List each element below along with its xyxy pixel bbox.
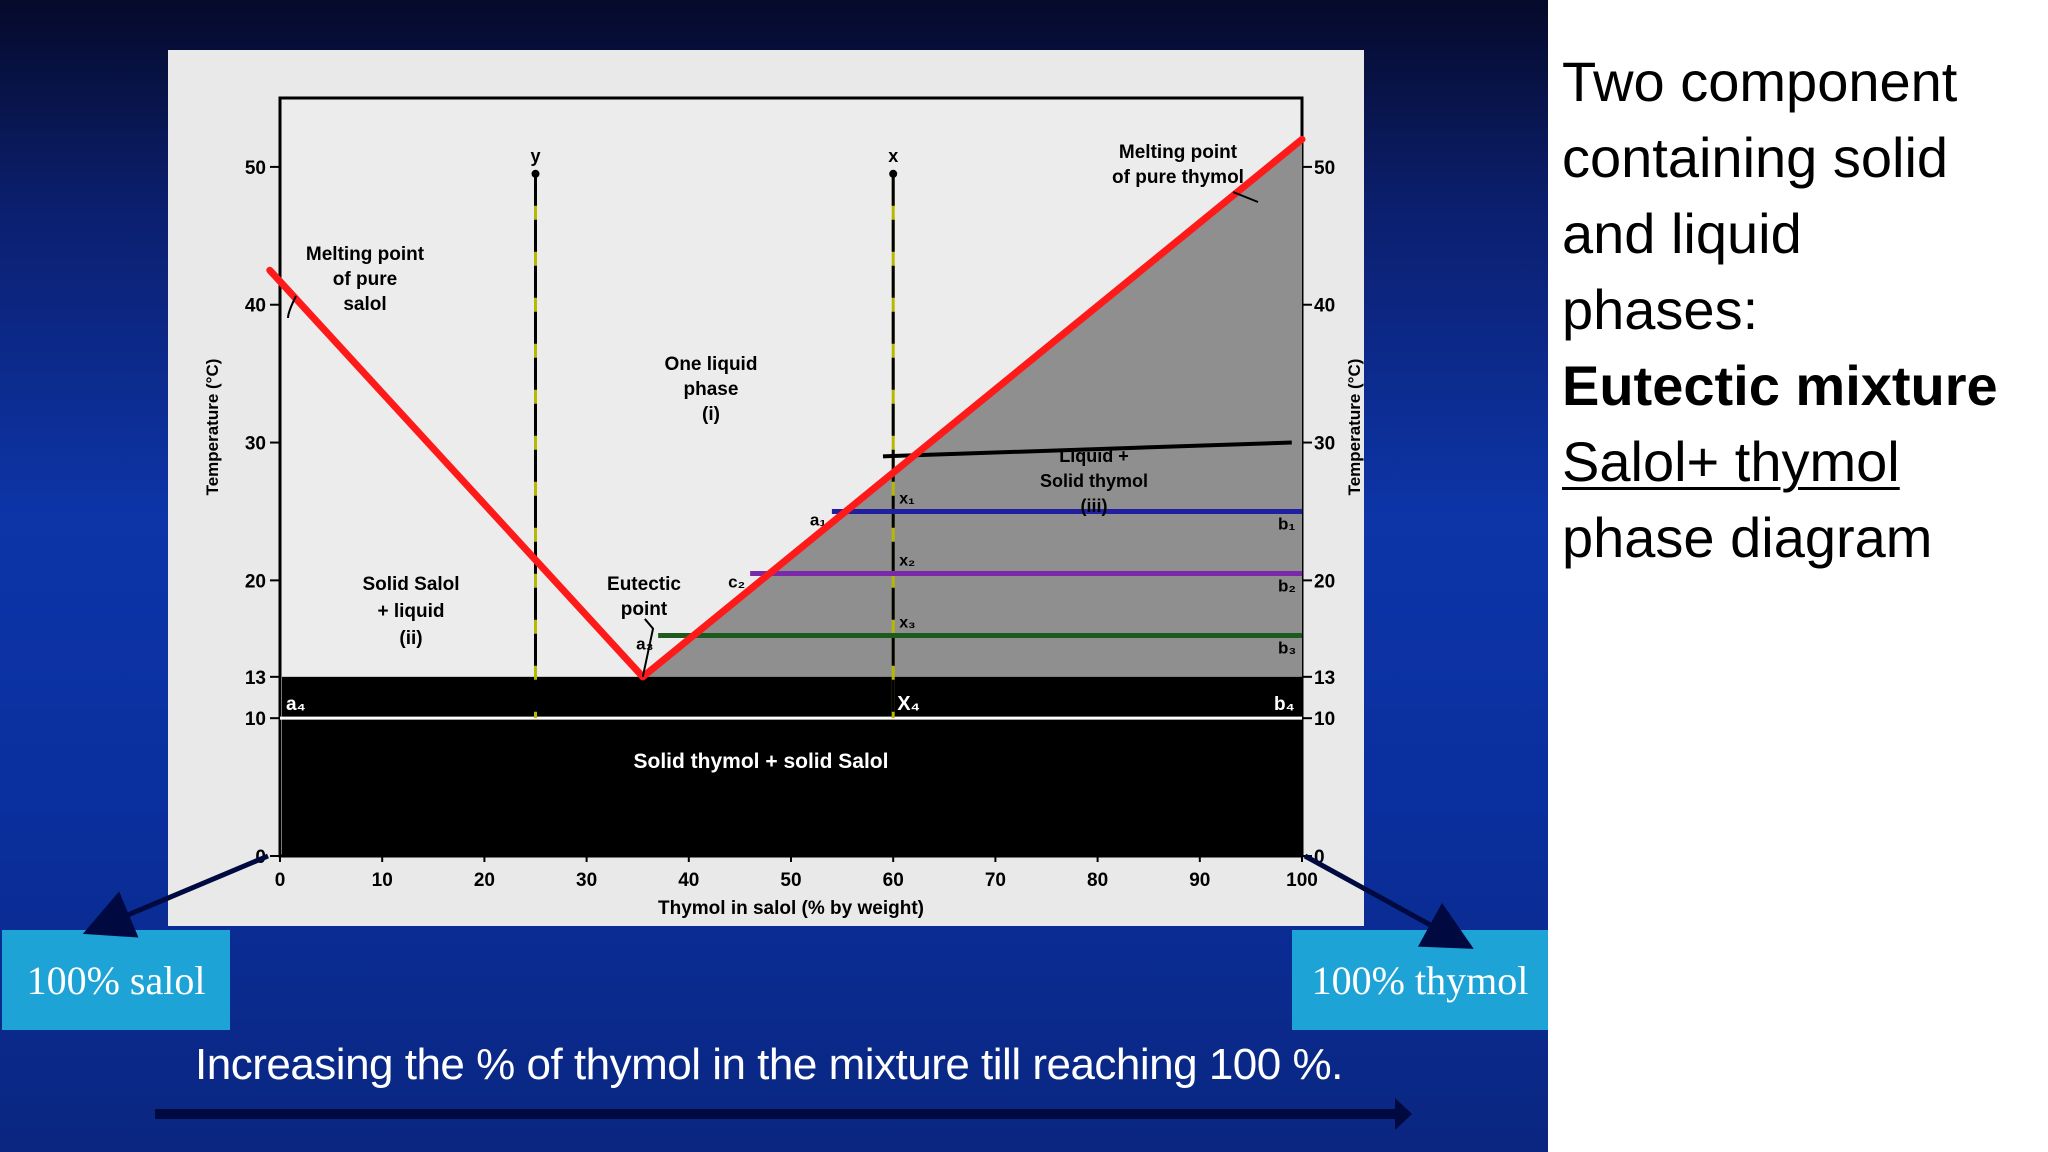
x-tick-label-80: 80 <box>1087 870 1108 891</box>
melting-salol-label-line-1: Melting point <box>306 244 425 265</box>
liquid-solid-label-line-2: Solid thymol <box>1040 471 1148 491</box>
y-tick-label-left-30: 30 <box>245 434 266 455</box>
melting-salol-label-line-2: of pure <box>333 269 397 290</box>
liquidus-line-1 <box>266 266 647 681</box>
liquid-solid-label-line-1: Liquid + <box>1059 446 1129 466</box>
caption-text: Increasing the % of thymol in the mixtur… <box>195 1040 1343 1089</box>
side-title-bold: Eutectic mixture <box>1562 354 1998 417</box>
x-tick-label-90: 90 <box>1189 870 1210 891</box>
solid-salol-label-line-1: Solid Salol <box>362 574 459 595</box>
y-tick-label-right-13: 13 <box>1314 668 1335 689</box>
x-tick-label-40: 40 <box>678 870 699 891</box>
melting-salol-pointer <box>287 295 297 319</box>
x-axis-label: Thymol in salol (% by weight) <box>658 898 924 919</box>
eutectic-pointer <box>641 618 655 678</box>
composition-point-y <box>531 169 540 178</box>
melting-thymol-label-line-2: of pure thymol <box>1112 167 1244 188</box>
side-title-underlined: Salol+ thymol <box>1562 430 1900 493</box>
tie-line-1-left-label: a₁ <box>810 510 827 529</box>
y-tick-label-right-50: 50 <box>1314 158 1335 179</box>
tie-line-2-left-label: c₂ <box>728 572 745 591</box>
liquidus-line-2 <box>639 135 1306 681</box>
composition-label-x: x <box>888 146 898 166</box>
x-tick-label-10: 10 <box>372 870 393 891</box>
y-tick-label-right-0: 0 <box>1314 847 1325 868</box>
x4-label: X₄ <box>897 693 920 715</box>
one-liquid-label-line-2: phase <box>684 379 739 400</box>
y-axis-label-right: Temperature (°C) <box>1345 359 1364 496</box>
a4-label: a₄ <box>286 694 306 715</box>
solid-salol-label-line-2: + liquid <box>377 601 444 622</box>
y-tick-label-left-13: 13 <box>245 668 266 689</box>
composition-point-x <box>889 169 898 178</box>
tie-line-1-right-label: b₁ <box>1278 514 1295 533</box>
y-tick-label-left-40: 40 <box>245 296 266 317</box>
y-tick-label-left-50: 50 <box>245 158 266 179</box>
upper-black-line <box>882 440 1292 459</box>
melting-thymol-label-line-1: Melting point <box>1119 142 1238 163</box>
y-axis-label-left: Temperature (°C) <box>203 359 222 496</box>
x-tick-label-20: 20 <box>474 870 495 891</box>
melting-salol-label-line-3: salol <box>343 294 386 315</box>
y-tick-label-right-20: 20 <box>1314 571 1335 592</box>
x-tick-label-50: 50 <box>780 870 801 891</box>
x-tick-label-100: 100 <box>1286 870 1318 891</box>
y-tick-label-left-10: 10 <box>245 709 266 730</box>
callout-100-salol: 100% salol <box>2 930 230 1030</box>
x-tick-label-0: 0 <box>275 870 286 891</box>
tie-line-3-right-label: b₃ <box>1278 638 1296 657</box>
phase-diagram-figure: y x a₁ b₁ x₁ c₂ b₂ x₂ a₃ b₃ x₃ 0 10 20 30 40 50 60 70 80 90 1… <box>168 50 1364 926</box>
x-tick-label-70: 70 <box>985 870 1006 891</box>
y-tick-label-left-20: 20 <box>245 571 266 592</box>
solid-region-band <box>282 676 1302 856</box>
tie-line-3-center-label: x₃ <box>899 614 915 631</box>
side-title-line-4: phases: <box>1562 278 1759 341</box>
side-title-last: phase diagram <box>1562 506 1933 569</box>
y-tick-label-right-30: 30 <box>1314 434 1335 455</box>
callout-left-text: 100% salol <box>26 957 206 1003</box>
tie-line-1-center-label: x₁ <box>899 490 915 507</box>
eutectic-label-line-2: point <box>621 599 668 620</box>
side-title: Two component containing solid and liqui… <box>1562 44 2042 576</box>
tie-line-2-right-label: b₂ <box>1278 576 1296 595</box>
one-liquid-label-line-1: One liquid <box>665 354 758 375</box>
side-title-line-1: Two component <box>1562 50 1958 113</box>
eutectic-label-line-1: Eutectic <box>607 574 681 595</box>
side-panel <box>1548 0 2048 1152</box>
one-liquid-label-line-3: (i) <box>702 404 720 425</box>
callout-100-thymol: 100% thymol <box>1292 930 1548 1030</box>
tie-line-2-center-label: x₂ <box>899 552 915 569</box>
liquid-solid-label-line-3: (iii) <box>1081 496 1108 516</box>
y-tick-label-right-10: 10 <box>1314 709 1335 730</box>
composition-label-y: y <box>530 146 540 166</box>
solid-salol-label-line-3: (ii) <box>399 628 422 649</box>
side-title-line-3: and liquid <box>1562 202 1802 265</box>
x-tick-label-60: 60 <box>883 870 904 891</box>
y-tick-label-right-40: 40 <box>1314 296 1335 317</box>
callout-right-text: 100% thymol <box>1311 957 1529 1003</box>
b4-label: b₄ <box>1274 694 1295 715</box>
melting-thymol-pointer <box>1232 191 1259 203</box>
y-tick-label-left-0: 0 <box>255 847 266 868</box>
side-title-line-2: containing solid <box>1562 126 1949 189</box>
x-tick-label-30: 30 <box>576 870 597 891</box>
solid-both-label: Solid thymol + solid Salol <box>634 750 889 773</box>
